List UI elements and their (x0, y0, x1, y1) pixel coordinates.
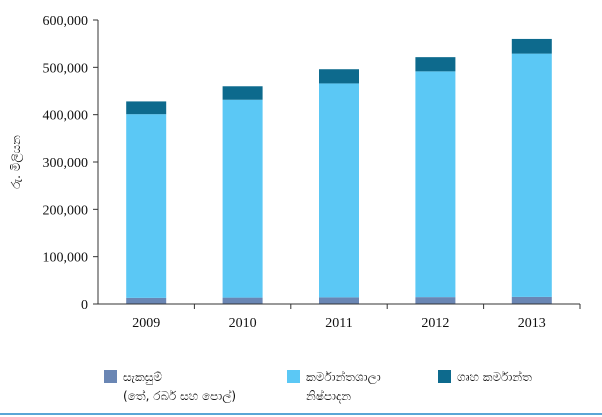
legend-swatch-cottage (438, 370, 451, 383)
x-tick-label: 2013 (518, 316, 546, 331)
legend-label-factory-line2: නිෂ්පාදන (306, 389, 352, 403)
bar-segment-2011-series-1 (319, 83, 359, 298)
legend-swatch-processing (104, 370, 117, 383)
legend-item-processing: සැකසුම් (තේ, රබර් සහ පොල්) (104, 368, 236, 406)
bar-segment-2013-series-2 (511, 38, 552, 54)
bar-segment-2012-series-0 (415, 297, 456, 304)
legend: සැකසුම් (තේ, රබර් සහ පොල්) කර්මාන්තශාලා … (0, 368, 602, 412)
legend-item-cottage: ගෘහ කර්මාන්ත (438, 368, 532, 387)
y-tick-label: 0 (81, 298, 88, 313)
x-axis-ticks: 2009 2010 2011 2012 2013 (132, 304, 581, 331)
bar-segment-2012-series-1 (415, 71, 456, 298)
legend-label-factory-line1: කර්මාන්තශාලා (306, 370, 381, 384)
x-tick-label: 2010 (229, 316, 257, 331)
bar-segment-2011-series-0 (319, 297, 359, 304)
y-axis-ticks: 0 100,000 200,000 300,000 400,000 500,000 600,… (43, 14, 98, 313)
bar-segment-2013-series-1 (511, 53, 552, 297)
bar-segment-2010-series-0 (222, 297, 263, 304)
y-axis-label: රු. මිලියන (9, 135, 24, 189)
bars (126, 38, 552, 304)
y-tick-label: 100,000 (43, 251, 89, 266)
bar-segment-2012-series-2 (415, 57, 456, 72)
legend-swatch-factory (287, 370, 300, 383)
bar-segment-2010-series-1 (222, 99, 263, 298)
y-tick-label: 400,000 (43, 109, 89, 124)
bar-segment-2011-series-2 (319, 69, 359, 84)
x-tick-label: 2011 (325, 316, 352, 331)
x-tick-label: 2012 (421, 316, 449, 331)
y-tick-label: 500,000 (43, 61, 89, 76)
legend-label-cottage-line1: ගෘහ කර්මාන්ත (457, 370, 532, 384)
legend-label-processing-line2: (තේ, රබර් සහ පොල්) (123, 389, 237, 403)
x-tick-label: 2009 (132, 316, 160, 331)
y-tick-label: 300,000 (43, 156, 89, 171)
bar-segment-2009-series-1 (126, 114, 167, 298)
bar-segment-2009-series-2 (126, 101, 167, 115)
bar-segment-2009-series-0 (126, 297, 167, 304)
bar-segment-2010-series-2 (222, 86, 263, 100)
bar-segment-2013-series-0 (511, 296, 552, 304)
legend-item-factory: කර්මාන්තශාලා නිෂ්පාදන (287, 368, 381, 406)
bottom-rule (0, 413, 602, 415)
legend-label-processing-line1: සැකසුම් (123, 370, 162, 384)
y-tick-label: 600,000 (43, 14, 89, 29)
y-tick-label: 200,000 (43, 203, 89, 218)
